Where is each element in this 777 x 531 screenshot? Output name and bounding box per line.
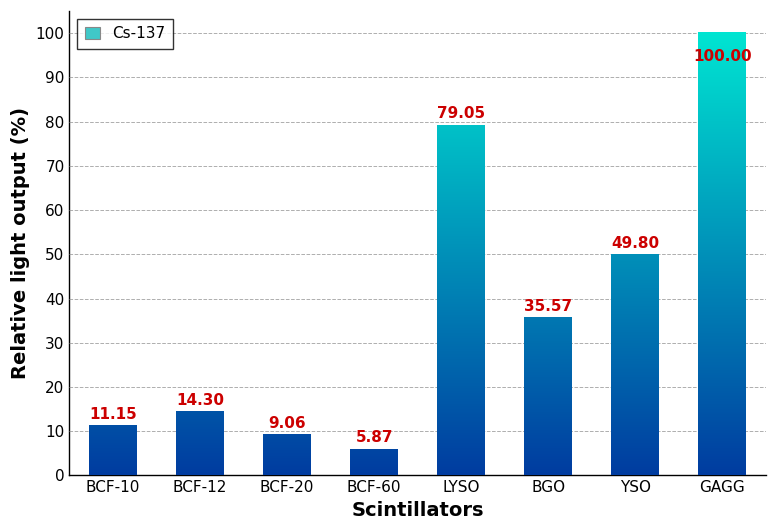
Legend: Cs-137: Cs-137 (77, 19, 173, 49)
Text: 14.30: 14.30 (176, 393, 224, 408)
X-axis label: Scintillators: Scintillators (351, 501, 484, 520)
Text: 5.87: 5.87 (355, 430, 393, 445)
Y-axis label: Relative light output (%): Relative light output (%) (11, 107, 30, 379)
Text: 49.80: 49.80 (611, 236, 660, 251)
Text: 79.05: 79.05 (437, 106, 486, 122)
Text: 35.57: 35.57 (524, 299, 573, 314)
Text: 9.06: 9.06 (268, 416, 306, 431)
Text: 11.15: 11.15 (89, 407, 137, 422)
Text: 100.00: 100.00 (693, 49, 751, 64)
